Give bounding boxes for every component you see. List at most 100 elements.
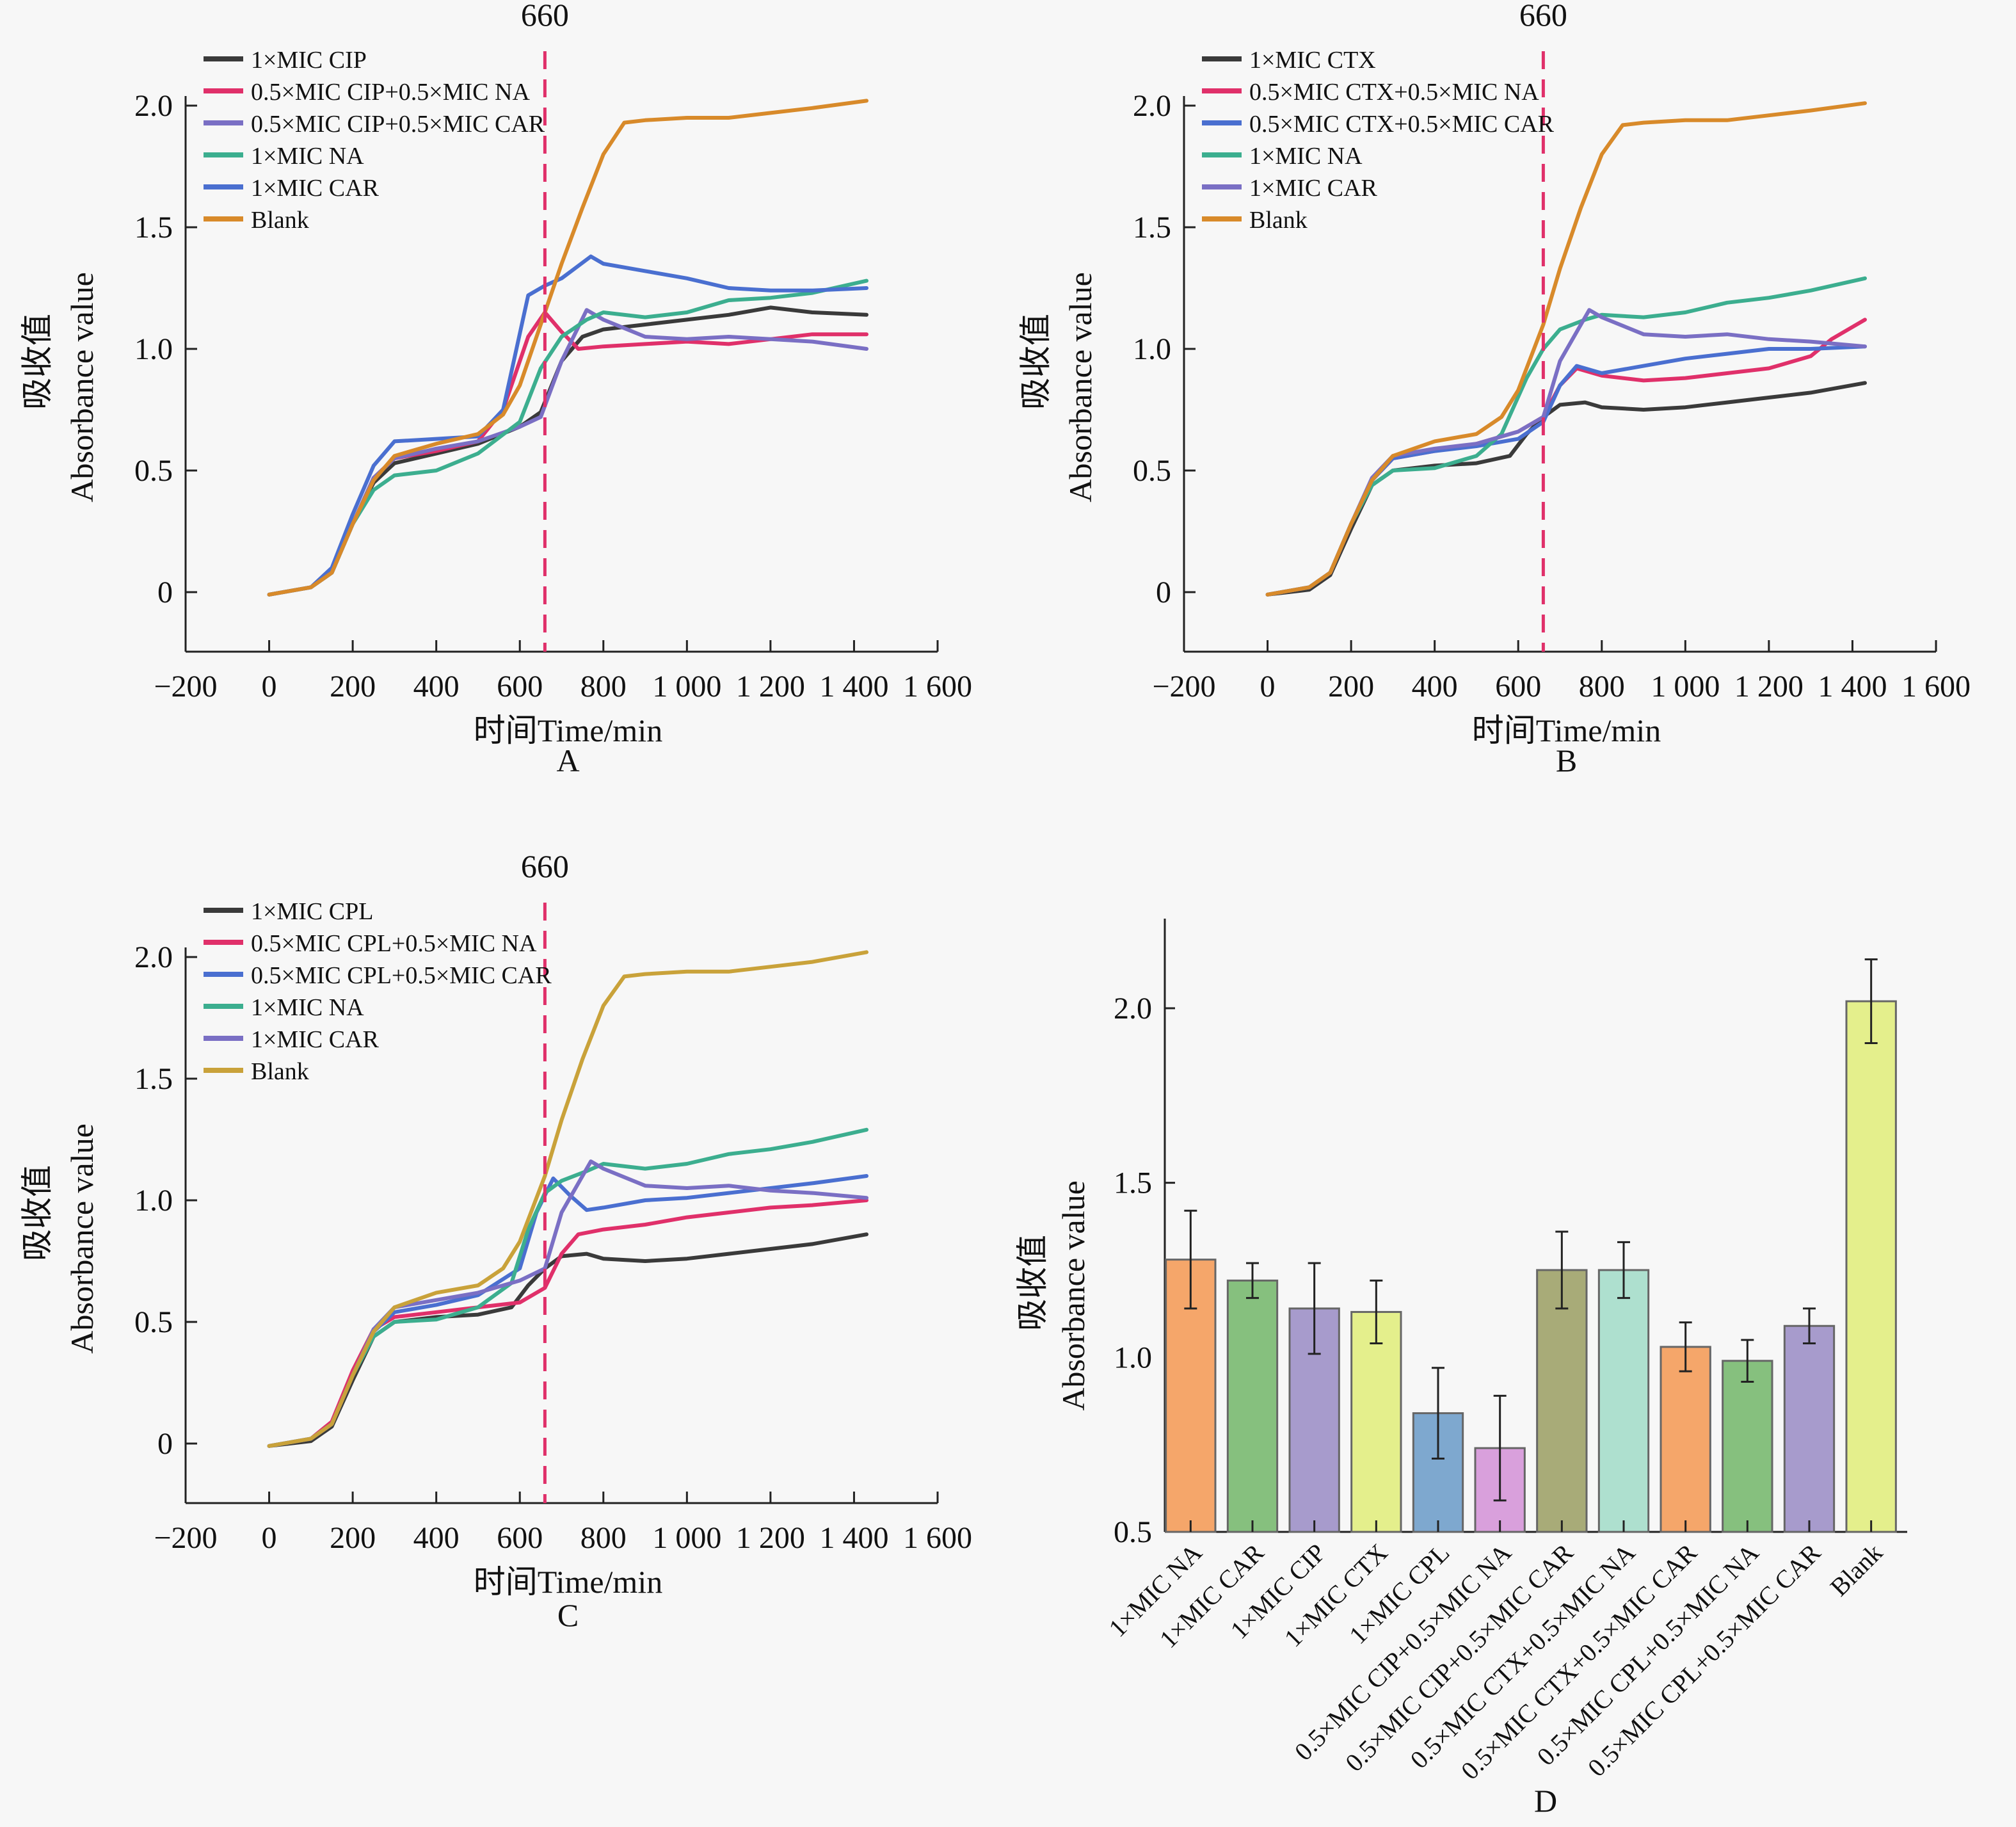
x-tick-label: 1 600 bbox=[903, 1521, 972, 1555]
x-tick-label: 0 bbox=[262, 1521, 277, 1555]
x-tick-label: 400 bbox=[413, 670, 460, 704]
x-tick-label: −200 bbox=[154, 670, 217, 704]
legend-label: 1×MIC NA bbox=[251, 994, 364, 1021]
y-tick-label: 0.5 bbox=[134, 454, 173, 488]
panel-a: −200 0 200 400 600 800 1 000 1 200 1 400 1 600 0 0.… bbox=[19, 0, 972, 778]
x-tick-label: 1 400 bbox=[819, 670, 888, 704]
series-line bbox=[267, 1127, 868, 1448]
series-line bbox=[267, 1159, 868, 1448]
legend: 1×MIC CIP 0.5×MIC CIP+0.5×MIC NA 0.5×MIC C… bbox=[204, 47, 545, 234]
x-tick-label: 1 200 bbox=[1734, 670, 1804, 704]
y-axis-label-cn: 吸收值 bbox=[1018, 314, 1053, 410]
bar bbox=[1722, 1360, 1773, 1533]
legend-label: Blank bbox=[1249, 207, 1308, 234]
x-tick-label: 0 bbox=[1260, 670, 1276, 704]
series-line bbox=[267, 278, 868, 597]
legend-label: 0.5×MIC CIP+0.5×MIC CAR bbox=[251, 111, 545, 138]
x-tick-label: 800 bbox=[580, 1521, 627, 1555]
series-line bbox=[1265, 344, 1867, 597]
y-axis-label: 吸收值 Absorbance value bbox=[1014, 1180, 1091, 1411]
series-line bbox=[267, 1232, 868, 1448]
y-tick-label: 1.0 bbox=[134, 332, 173, 366]
legend-label: 1×MIC NA bbox=[251, 143, 364, 170]
x-tick-label: 200 bbox=[330, 1521, 376, 1555]
x-tick-label: 0 bbox=[262, 670, 277, 704]
x-axis-label: 时间Time/min bbox=[474, 712, 662, 748]
y-tick-label: 0 bbox=[1156, 575, 1171, 609]
reference-line-label: 660 bbox=[1519, 0, 1567, 33]
legend: 1×MIC CTX 0.5×MIC CTX+0.5×MIC NA 0.5×MIC C… bbox=[1202, 47, 1555, 234]
legend-label: 1×MIC CPL bbox=[251, 898, 373, 925]
y-tick-label: 1.0 bbox=[1133, 332, 1171, 366]
legend-label: 0.5×MIC CPL+0.5×MIC NA bbox=[251, 930, 537, 957]
bar bbox=[1350, 1310, 1402, 1533]
x-tick-label: 600 bbox=[497, 1521, 543, 1555]
y-axis-label: 吸收值 Absorbance value bbox=[1018, 272, 1098, 503]
x-tick-label: −200 bbox=[1152, 670, 1215, 704]
x-tick-label: 1 400 bbox=[819, 1521, 888, 1555]
legend-label: 1×MIC CAR bbox=[1249, 175, 1378, 202]
x-tick-label: 400 bbox=[413, 1521, 460, 1555]
series-line bbox=[267, 950, 868, 1448]
series-line bbox=[1265, 318, 1867, 597]
y-tick-label: 0.5 bbox=[134, 1305, 173, 1339]
x-tick-label: 1 600 bbox=[903, 670, 972, 704]
y-tick-label: 1.5 bbox=[1114, 1166, 1152, 1200]
y-tick-label: 1.5 bbox=[134, 1062, 173, 1096]
legend: 1×MIC CPL 0.5×MIC CPL+0.5×MIC NA 0.5×MIC C… bbox=[204, 898, 552, 1085]
series-line bbox=[267, 1198, 868, 1448]
y-axis-label-cn: 吸收值 bbox=[19, 314, 55, 410]
x-tick-label: −200 bbox=[154, 1521, 217, 1555]
x-tick-label: Blank bbox=[1825, 1538, 1888, 1602]
y-tick-label: 0 bbox=[157, 575, 173, 609]
y-axis-label-en: Absorbance value bbox=[64, 1123, 100, 1354]
y-tick-label: 2.0 bbox=[134, 89, 173, 123]
y-axis-label-en: Absorbance value bbox=[1062, 272, 1098, 503]
bar bbox=[1783, 1324, 1836, 1533]
series-line bbox=[1265, 276, 1867, 597]
y-tick-label: 0.5 bbox=[1114, 1515, 1152, 1549]
bar bbox=[1660, 1346, 1711, 1533]
legend-label: Blank bbox=[251, 1058, 309, 1085]
x-tick-label: 800 bbox=[580, 670, 627, 704]
panel-label: D bbox=[1534, 1783, 1557, 1819]
y-tick-label: 2.0 bbox=[134, 940, 173, 974]
panel-b: −200 0 200 400 600 800 1 000 1 200 1 400 1 600 0 0.… bbox=[1018, 0, 1971, 778]
series-line bbox=[1265, 308, 1867, 597]
y-tick-label: 2.0 bbox=[1133, 89, 1171, 123]
x-tick-label: 600 bbox=[1495, 670, 1541, 704]
legend-label: 0.5×MIC CPL+0.5×MIC CAR bbox=[251, 962, 552, 989]
x-tick-label: 800 bbox=[1579, 670, 1625, 704]
legend-label: 1×MIC CAR bbox=[251, 175, 380, 202]
panel-label: A bbox=[556, 743, 579, 778]
x-tick-label: 1 000 bbox=[1651, 670, 1720, 704]
panel-label: B bbox=[1556, 743, 1577, 778]
x-tick-label: 400 bbox=[1412, 670, 1458, 704]
y-tick-label: 1.5 bbox=[1133, 211, 1171, 245]
legend-label: 1×MIC NA bbox=[1249, 143, 1363, 170]
series-line bbox=[267, 254, 868, 597]
y-tick-label: 0.5 bbox=[1133, 454, 1171, 488]
y-axis-label: 吸收值 Absorbance value bbox=[19, 272, 100, 503]
y-tick-label: 1.0 bbox=[1114, 1340, 1152, 1374]
legend-label: 0.5×MIC CTX+0.5×MIC CAR bbox=[1249, 111, 1555, 138]
y-axis-label-en: Absorbance value bbox=[1055, 1180, 1091, 1411]
x-tick-label: 200 bbox=[330, 670, 376, 704]
x-tick-label: 1 600 bbox=[1901, 670, 1971, 704]
x-tick-label: 1 000 bbox=[652, 670, 721, 704]
bar bbox=[1845, 1000, 1897, 1533]
y-tick-label: 0 bbox=[157, 1427, 173, 1461]
x-tick-label: 200 bbox=[1328, 670, 1374, 704]
x-axis-label: 时间Time/min bbox=[474, 1564, 662, 1600]
x-axis-label: 时间Time/min bbox=[1472, 712, 1661, 748]
reference-line-label: 660 bbox=[521, 848, 569, 884]
bar bbox=[1597, 1269, 1650, 1533]
x-tick-label: 1 200 bbox=[736, 670, 805, 704]
reference-line-label: 660 bbox=[521, 0, 569, 33]
y-tick-label: 1.5 bbox=[134, 211, 173, 245]
legend-label: 1×MIC CAR bbox=[251, 1026, 380, 1053]
y-tick-label: 2.0 bbox=[1114, 992, 1152, 1026]
x-tick-label: 600 bbox=[497, 670, 543, 704]
